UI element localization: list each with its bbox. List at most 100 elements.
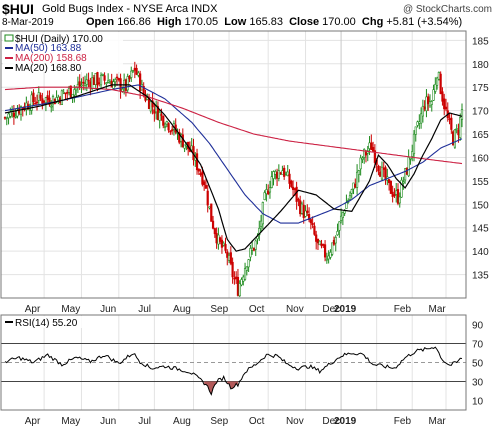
price-bar-body — [60, 90, 64, 105]
price-bar-body — [345, 202, 348, 209]
price-bar-body — [368, 142, 371, 149]
price-bar-body — [83, 83, 87, 86]
price-bar-body — [85, 79, 88, 85]
price-bar-body — [137, 72, 140, 76]
price-bar-body — [379, 171, 382, 177]
price-bar-body — [263, 192, 266, 200]
price-bar-body — [384, 167, 387, 181]
price-legend: $HUI (Daily) 170.00 MA(50) 163.88 MA(200… — [3, 32, 123, 74]
price-bar-body — [89, 81, 92, 88]
price-bar-body — [128, 75, 131, 80]
price-bar-body — [80, 84, 83, 87]
ohlc-summary: Open 166.86 High 170.05 Low 165.83 Close… — [86, 16, 462, 28]
price-bar-body — [114, 79, 117, 83]
chg-label: Chg — [361, 16, 384, 28]
price-bar-body — [265, 189, 268, 195]
rsi-tick-label: 50 — [472, 359, 484, 370]
price-bar-body — [316, 238, 320, 244]
price-bar-body — [213, 228, 216, 235]
price-panel-frame — [0, 30, 467, 299]
price-bar-body — [436, 77, 439, 86]
ma50-legend-label: MA(50) 163.88 — [15, 43, 82, 54]
price-bar-body — [78, 81, 81, 87]
price-bar-body — [35, 101, 39, 104]
price-bar-body — [28, 109, 31, 111]
price-bar-body — [69, 85, 72, 98]
price-bar-body — [350, 189, 353, 194]
price-bar-body — [420, 113, 423, 124]
open-value: 166.86 — [117, 16, 151, 28]
rsi-x-tick: Mar — [428, 416, 446, 427]
price-bar-body — [34, 102, 37, 105]
low-label: Low — [224, 16, 247, 28]
price-bar-body — [66, 91, 69, 94]
price-bar-body — [48, 97, 51, 105]
source-credit[interactable]: @ StockCharts.com — [402, 4, 492, 15]
price-bar-body — [448, 118, 451, 121]
price-x-tick: Dec — [322, 304, 340, 315]
price-bar-body — [7, 113, 10, 119]
rsi-oversold-fill — [227, 381, 238, 389]
price-x-tick: Jun — [100, 304, 116, 315]
price-bar-body — [398, 196, 401, 204]
price-bar-body — [107, 80, 110, 83]
price-x-tick: Apr — [25, 304, 41, 315]
rsi-tick-label: 10 — [472, 397, 484, 408]
price-bar-body — [229, 252, 232, 264]
ma20-legend-label: MA(20) 168.80 — [15, 63, 82, 74]
price-bar-body — [391, 191, 394, 197]
price-bar-body — [131, 70, 135, 73]
high-label: High — [156, 16, 182, 28]
price-bar-body — [450, 117, 453, 130]
ma50-line — [4, 84, 463, 224]
price-bar-body — [5, 117, 8, 119]
price-bar-body — [380, 166, 384, 180]
price-bar-body — [309, 219, 312, 224]
price-bar-body — [313, 225, 316, 235]
price-bar-body — [403, 168, 407, 181]
price-bar-body — [117, 78, 120, 81]
rsi-x-tick: Nov — [286, 416, 304, 427]
price-bar-body — [12, 112, 15, 117]
low-value: 165.83 — [249, 16, 283, 28]
price-bar-body — [382, 167, 385, 170]
price-bar-body — [427, 96, 430, 105]
price-bar-body — [320, 243, 323, 247]
price-bar-body — [39, 94, 42, 99]
price-bar-body — [432, 89, 435, 101]
rsi-x-tick: May — [61, 416, 80, 427]
price-bar-body — [238, 283, 241, 297]
price-bar-body — [354, 184, 357, 188]
price-bar-body — [455, 128, 458, 130]
price-bar-body — [105, 82, 108, 85]
price-bar-body — [331, 242, 334, 255]
price-bar-body — [208, 206, 211, 209]
price-bar-body — [206, 190, 209, 206]
price-bar-body — [217, 234, 220, 245]
price-bar-body — [322, 244, 325, 246]
high-value: 170.05 — [184, 16, 219, 28]
price-bar-body — [211, 220, 215, 229]
price-bar-body — [243, 268, 247, 280]
price-bar-body — [227, 255, 231, 261]
price-bar-body — [135, 67, 138, 75]
rsi-legend: RSI(14) 55.20 — [3, 316, 89, 329]
price-bar-body — [130, 70, 133, 78]
price-bar-body — [277, 170, 280, 179]
price-x-tick: Mar — [428, 304, 446, 315]
rsi-x-tick: Sep — [210, 416, 228, 427]
price-bar-body — [283, 167, 286, 177]
price-bar-body — [338, 221, 341, 231]
price-bar-body — [402, 181, 405, 184]
price-tick-label: 170 — [472, 107, 489, 118]
price-bar-body — [421, 105, 424, 117]
price-bar-body — [341, 212, 344, 218]
price-bar-body — [3, 117, 7, 119]
price-bar-body — [460, 109, 464, 120]
rsi-tick-label: 70 — [472, 340, 484, 351]
rsi-oversold-fill — [204, 381, 217, 395]
price-bar-body — [64, 92, 67, 95]
price-tick-label: 140 — [472, 247, 489, 258]
price-bar-body — [210, 203, 213, 222]
